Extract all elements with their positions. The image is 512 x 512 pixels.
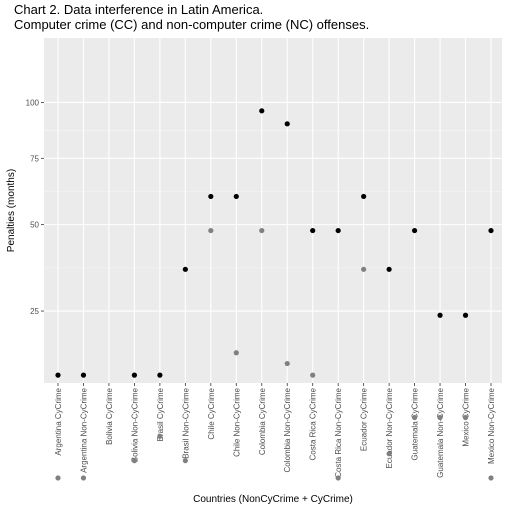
x-axis-title: Countries (NonCyCrime + CyCrime) [193,494,353,505]
x-tick-label: Brasil CyCrime [156,387,165,441]
y-tick-label: 50 [30,221,39,230]
x-tick-label: Brasil Non-CyCrime [181,387,190,458]
y-tick-label: 75 [30,154,39,163]
data-point [488,475,494,481]
y-tick-label: 100 [26,98,40,107]
data-point [233,193,239,200]
data-point [462,312,469,318]
chart-subtitle: Computer crime (CC) and non-computer cri… [14,17,370,32]
data-point [386,451,392,457]
x-tick-label: Argentina CyCrime [54,387,63,455]
data-point [182,458,188,464]
data-point [80,372,87,378]
x-tick-label: Colombia Non-CyCrime [283,387,292,472]
chart-title: Chart 2. Data interference in Latin Amer… [14,2,264,17]
data-point [284,360,290,367]
data-point [208,193,214,200]
data-point [310,227,316,234]
major-gridlines [44,38,502,383]
data-point [411,414,418,421]
data-point [259,108,265,114]
data-point [80,475,87,481]
data-point [437,414,443,421]
data-point [462,414,469,421]
x-axis: Argentina CyCrime Argentina Non-CyCrime Bo… [54,383,496,478]
data-point [335,475,341,481]
data-point [361,266,367,272]
x-tick-label: Chile Non-CyCrime [232,387,241,456]
x-tick-label: Mexico Non-CyCrime [487,387,496,464]
y-tick-label: 25 [30,307,39,316]
x-tick-label: Colombia CyCrime [258,387,267,455]
data-point [157,372,163,378]
data-point [208,227,214,234]
x-tick-label: Bolivia Non-CyCrime [130,387,139,462]
data-point [488,227,494,234]
x-tick-label: Chile CyCrime [207,387,216,439]
data-point [386,266,392,272]
data-point [361,193,367,200]
data-point [310,372,316,378]
x-tick-label: Guatemala CyCrime [411,387,420,460]
data-point [55,372,61,378]
x-tick-label: Ecuador Non-CyCrime [385,387,394,468]
data-points [55,108,494,481]
plot-panel [44,38,502,383]
data-point [55,475,61,481]
minor-gridlines [44,130,502,269]
data-point [259,227,265,234]
x-tick-label: Costa Rica CyCrime [309,387,318,460]
data-point [233,350,239,356]
x-tick-label: Bolivia CyCrime [105,387,114,444]
data-point [411,227,418,234]
data-point [284,121,290,127]
x-tick-label: Ecuador CyCrime [360,387,369,451]
data-point [335,227,341,234]
x-tick-label: Costa Rica Non-CyCrime [334,387,343,477]
x-tick-label: Argentina Non-CyCrime [79,387,88,472]
data-point [182,266,188,272]
data-point [157,433,163,439]
data-point [131,458,138,464]
x-tick-label: Guatemala Non-CyCrime [436,387,445,477]
data-point [131,372,138,378]
y-axis: 25 50 75 100 [26,98,44,316]
y-axis-title: Penalties (months) [6,169,17,252]
data-point [437,312,443,318]
